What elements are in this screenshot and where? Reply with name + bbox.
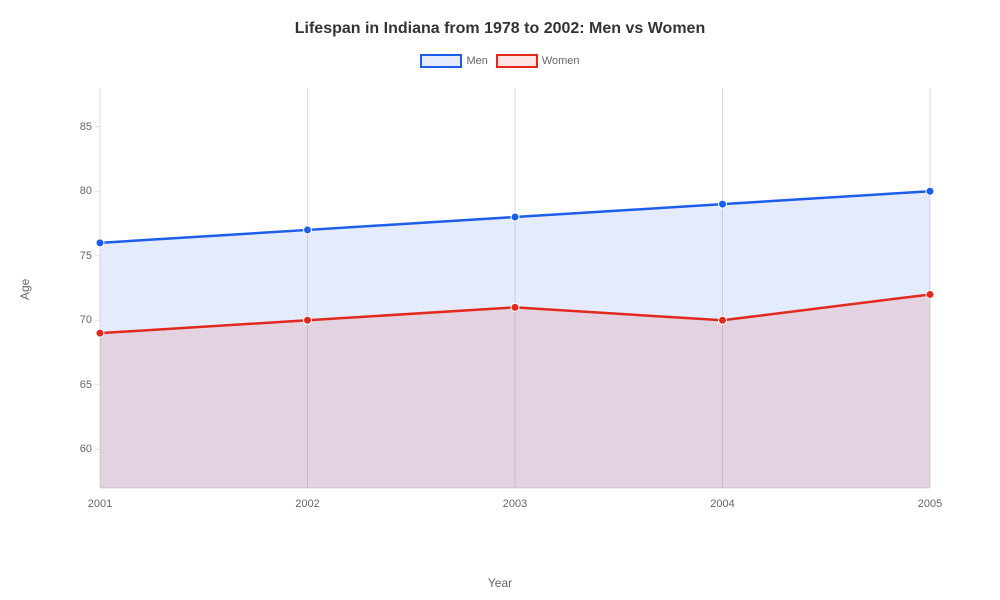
legend-item-men: Men: [420, 54, 487, 68]
y-tick-label: 70: [52, 314, 92, 326]
y-tick-label: 60: [52, 443, 92, 455]
x-tick-label: 2003: [503, 498, 527, 510]
y-tick-label: 75: [52, 250, 92, 262]
x-tick-label: 2002: [295, 498, 319, 510]
plot-area: [60, 88, 960, 518]
legend-swatch-women: [496, 54, 538, 68]
legend: Men Women: [0, 54, 1000, 68]
legend-label-women: Women: [542, 55, 580, 67]
y-axis-label: Age: [18, 279, 32, 300]
legend-swatch-men: [420, 54, 462, 68]
chart-container: Lifespan in Indiana from 1978 to 2002: M…: [0, 0, 1000, 600]
chart-title: Lifespan in Indiana from 1978 to 2002: M…: [0, 0, 1000, 38]
x-tick-label: 2004: [710, 498, 734, 510]
chart-svg: [60, 88, 960, 518]
x-tick-label: 2005: [918, 498, 942, 510]
x-tick-label: 2001: [88, 498, 112, 510]
legend-label-men: Men: [466, 55, 487, 67]
legend-item-women: Women: [496, 54, 580, 68]
y-tick-label: 80: [52, 185, 92, 197]
x-axis-label: Year: [488, 576, 512, 590]
y-tick-label: 65: [52, 379, 92, 391]
y-tick-label: 85: [52, 121, 92, 133]
